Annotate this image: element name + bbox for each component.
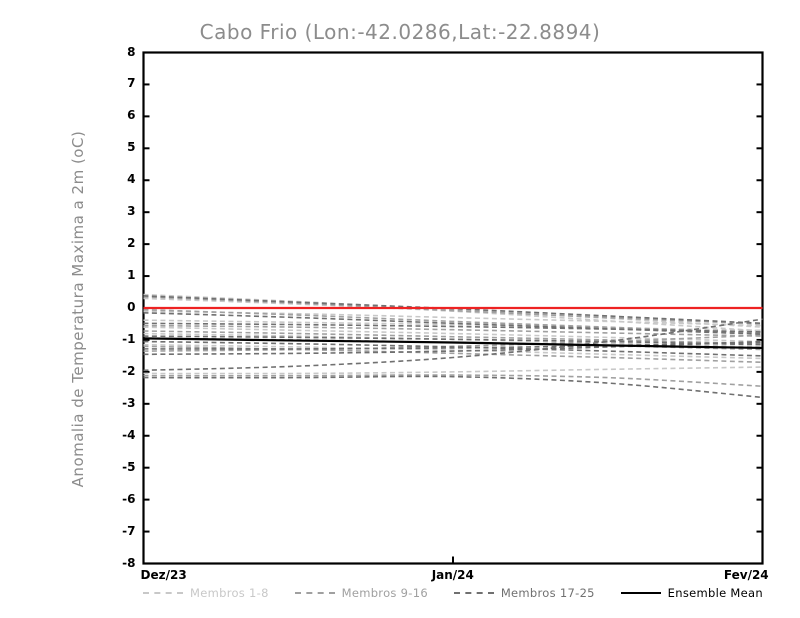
legend-item: Ensemble Mean xyxy=(620,586,763,600)
member-line xyxy=(143,311,763,335)
member-line xyxy=(143,326,763,343)
y-tick-label: 7 xyxy=(127,76,136,91)
legend-swatch-icon xyxy=(620,591,661,595)
member-line xyxy=(143,293,763,328)
y-tick-label: 0 xyxy=(127,300,136,314)
member-line xyxy=(143,340,763,356)
x-tick-label: Dez/23 xyxy=(140,567,187,582)
legend-swatch-icon xyxy=(143,592,183,594)
chart-title: Cabo Frio (Lon:-42.0286,Lat:-22.8894) xyxy=(199,20,601,44)
member-line xyxy=(143,324,763,337)
y-tick-label: -4 xyxy=(122,427,136,442)
member-line xyxy=(143,322,763,333)
legend-label: Ensemble Mean xyxy=(667,586,763,600)
y-tick-label: -8 xyxy=(122,555,136,570)
member-line xyxy=(143,340,763,357)
legend-swatch-icon xyxy=(294,592,335,594)
legend-item: Membros 17-25 xyxy=(453,586,595,600)
legend-swatch-icon xyxy=(453,592,494,594)
member-line xyxy=(143,366,763,375)
legend-item: Membros 1-8 xyxy=(143,586,269,600)
legend-label: Membros 1-8 xyxy=(190,586,269,600)
y-tick-label: -1 xyxy=(122,331,136,346)
y-tick-label: -6 xyxy=(122,491,136,506)
y-tick-label: 5 xyxy=(127,140,136,155)
y-tick-label: 8 xyxy=(127,44,136,59)
y-tick-label: 1 xyxy=(127,268,136,283)
member-line xyxy=(143,330,763,345)
ensemble-mean-line xyxy=(143,337,763,350)
y-tick-label: -3 xyxy=(122,395,136,410)
legend-item: Membros 9-16 xyxy=(294,586,428,600)
member-line xyxy=(143,318,763,372)
chart-legend: Membros 1-8 Membros 9-16 Membros 17-25 Ense… xyxy=(143,586,763,600)
y-tick-label: 6 xyxy=(127,108,136,123)
y-tick-label: 4 xyxy=(127,172,136,187)
member-line xyxy=(143,296,763,325)
x-tick-label: Fev/24 xyxy=(723,567,769,582)
y-tick-label: -2 xyxy=(122,363,136,378)
member-line xyxy=(143,374,763,388)
y-tick-label: 3 xyxy=(127,204,136,219)
member-line xyxy=(143,335,763,346)
y-tick-label: 2 xyxy=(127,236,136,251)
member-line xyxy=(143,343,763,360)
legend-label: Membros 9-16 xyxy=(341,586,428,600)
member-line xyxy=(143,308,763,334)
x-tick-label: Jan/24 xyxy=(431,567,474,582)
legend-label: Membros 17-25 xyxy=(500,586,595,600)
y-tick-label: -5 xyxy=(122,459,136,474)
member-line xyxy=(143,375,763,399)
member-line xyxy=(143,319,763,332)
member-line xyxy=(143,341,763,350)
y-tick-label: -7 xyxy=(122,523,136,538)
